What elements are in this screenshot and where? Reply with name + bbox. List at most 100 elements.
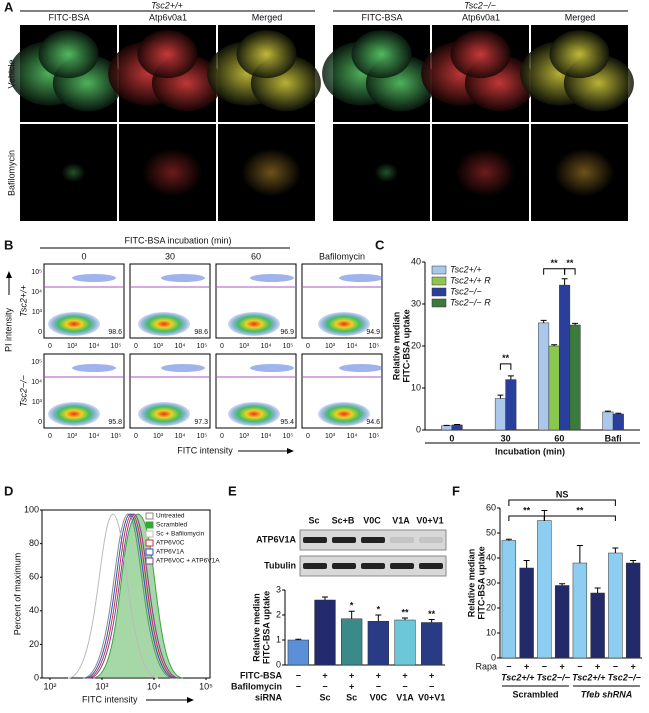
error-bar	[561, 278, 568, 286]
x-tick-label: 10⁵	[197, 343, 208, 350]
significance-bracket	[508, 499, 616, 506]
lane-label: V0C	[363, 515, 381, 525]
arrow-head	[287, 448, 294, 454]
panel-label: C	[375, 237, 385, 252]
x-tick-label: 30	[501, 433, 511, 443]
y-axis-title: Relative median	[391, 312, 401, 381]
group-label: Tsc2−/−	[608, 672, 642, 682]
y-tick-label: 3	[276, 584, 281, 594]
blot-band	[390, 537, 414, 543]
flow-population	[318, 402, 370, 426]
x-tick-label: 10⁵	[197, 433, 208, 440]
y-tick-label: 10³	[32, 309, 43, 316]
x-tick-label: Bafi	[605, 433, 622, 443]
flow-population	[48, 402, 100, 426]
x-tick-label: −	[542, 661, 547, 671]
x-axis-title: Incubation (min)	[495, 446, 565, 456]
flow-population	[318, 312, 370, 336]
bar	[548, 345, 560, 431]
flow-population	[161, 274, 205, 282]
y-tick-label: 0	[38, 419, 42, 426]
y-tick-label: 0	[38, 329, 42, 336]
gate-percent: 94.9	[366, 329, 380, 336]
cell-signal	[549, 30, 610, 79]
error-bar	[497, 394, 504, 399]
y-tick-label: 50	[486, 527, 496, 537]
blot-band	[390, 563, 414, 569]
error-bar	[295, 638, 302, 640]
bar	[608, 552, 623, 659]
flow-population	[138, 402, 190, 426]
bar	[421, 622, 443, 666]
y-axis-title: FITC-BSA uptake	[261, 591, 271, 664]
x-tick-label: 10³	[325, 343, 336, 350]
cell-signal	[38, 30, 99, 79]
bar	[287, 639, 309, 666]
y-tick-label: 1	[276, 634, 281, 644]
lane-label: V0+V1	[416, 515, 443, 525]
row-title: Tsc2−/−	[18, 375, 28, 407]
group-label: Tsc2−/−	[537, 672, 571, 682]
histogram-curve	[84, 513, 176, 679]
table-row-label: Bafilomycin	[231, 681, 282, 691]
cell-signal	[351, 30, 412, 79]
bar	[451, 424, 463, 431]
x-tick-label: 10⁴	[175, 433, 186, 440]
y-tick-label: 100	[24, 504, 39, 514]
blot-band	[332, 563, 356, 569]
gate-percent: 98.6	[194, 329, 208, 336]
bar	[572, 562, 588, 659]
x-tick-label: 10³	[95, 681, 108, 691]
legend-label: Tsc2−/−	[450, 286, 482, 296]
table-cell: Sc	[346, 692, 357, 702]
legend-label: Tsc2+/+	[450, 264, 482, 274]
y-tick-label: 10	[486, 627, 496, 637]
y-tick-label: 20	[411, 340, 421, 350]
x-tick-label: 10³	[67, 433, 78, 440]
x-tick-label: +	[630, 661, 635, 671]
flow-population	[161, 364, 205, 372]
column-title: 30	[165, 251, 175, 261]
significance-label: **	[576, 505, 584, 515]
x-tick-label: +	[595, 661, 600, 671]
x-tick-label: 60	[554, 433, 564, 443]
y-tick-label: 30	[486, 577, 496, 587]
x-tick-label: 0	[220, 433, 224, 440]
y-tick-label: 40	[486, 552, 496, 562]
histogram-curve	[92, 513, 184, 679]
significance-bracket	[543, 268, 566, 275]
x-tick-label: 10⁴	[89, 343, 100, 350]
legend-label: Tsc2+/+ R	[450, 275, 491, 285]
bar	[559, 284, 571, 431]
legend-swatch	[431, 298, 447, 308]
table-cell: −	[296, 670, 301, 680]
flow-population	[72, 364, 116, 372]
x-tick-label: 0	[48, 433, 52, 440]
x-tick-label: 10⁵	[369, 433, 380, 440]
bar	[501, 540, 517, 659]
legend-swatch	[145, 530, 154, 538]
cell-signal	[455, 148, 516, 197]
error-bar	[507, 375, 514, 380]
header: FITC-BSA incubation (min)	[124, 235, 231, 245]
x-tick-label: 10⁴	[261, 343, 272, 350]
table-cell: V1A	[396, 692, 414, 702]
flow-population	[228, 402, 280, 426]
x-tick-label: 0	[220, 343, 224, 350]
table-cell: +	[349, 670, 354, 680]
table-row-label: siRNA	[255, 692, 283, 702]
significance-label: **	[401, 607, 409, 617]
panel-label: B	[4, 237, 13, 252]
significance-label: **	[566, 258, 574, 268]
x-tick-label: 10⁵	[111, 433, 122, 440]
flow-population	[250, 364, 294, 372]
gate-percent: 94.6	[366, 419, 380, 426]
x-tick-label: 0	[449, 433, 454, 443]
error-bar	[630, 560, 637, 563]
supergroup-label: Tfeb shRNA	[581, 689, 633, 699]
y-tick-label: 80	[29, 538, 39, 548]
blot-band	[332, 537, 356, 543]
significance-label: **	[502, 353, 510, 363]
x-axis-title: FITC intensity	[177, 445, 233, 455]
